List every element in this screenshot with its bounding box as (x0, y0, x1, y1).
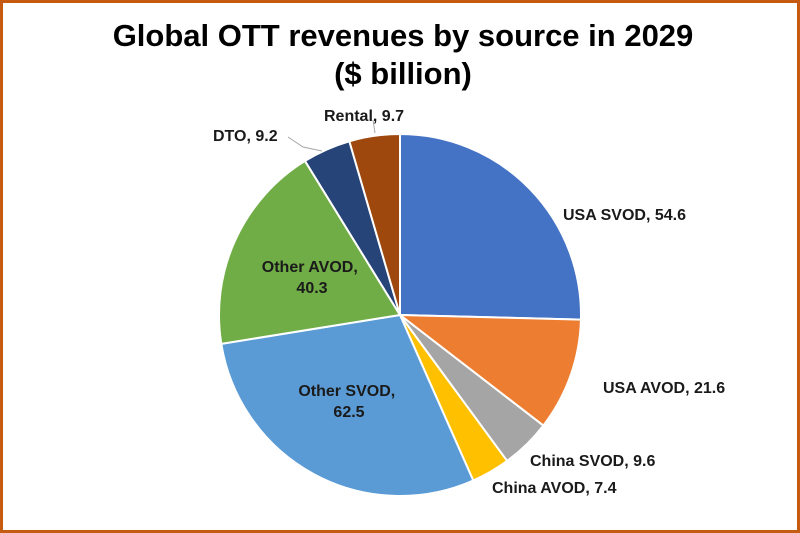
label-dto: DTO, 9.2 (213, 128, 278, 145)
label-other-avod: Other AVOD, 40.3 (262, 259, 362, 297)
slice-usa-svod (399, 132, 582, 321)
label-other-svod-value: 62.5 (333, 404, 364, 421)
leader-line-rental (372, 119, 376, 134)
label-china-avod: China AVOD, 7.4 (492, 480, 617, 497)
label-other-svod-name: Other SVOD, (298, 383, 395, 400)
chart-title: Global OTT revenues by source in 2029 ($… (3, 17, 800, 93)
leader-lines (287, 119, 376, 152)
label-usa-avod: USA AVOD, 21.6 (603, 380, 725, 397)
slice-labels: USA SVOD, 54.6 USA AVOD, 21.6 China SVOD… (213, 108, 725, 497)
slice-other-avod (218, 159, 402, 345)
pie-slices (218, 132, 582, 497)
slice-other-svod (220, 313, 475, 497)
chart-title-line1: Global OTT revenues by source in 2029 (112, 18, 694, 53)
label-china-svod: China SVOD, 9.6 (530, 453, 655, 470)
label-other-avod-value: 40.3 (296, 280, 327, 297)
leader-line-dto (287, 136, 323, 152)
label-usa-svod: USA SVOD, 54.6 (563, 207, 686, 224)
slice-rental (348, 132, 401, 316)
slice-usa-avod (396, 313, 582, 427)
label-other-avod-name: Other AVOD, (262, 259, 358, 276)
label-other-svod: Other SVOD, 62.5 (298, 383, 399, 421)
label-rental: Rental, 9.7 (324, 108, 404, 125)
chart-title-line2: ($ billion) (334, 56, 472, 91)
